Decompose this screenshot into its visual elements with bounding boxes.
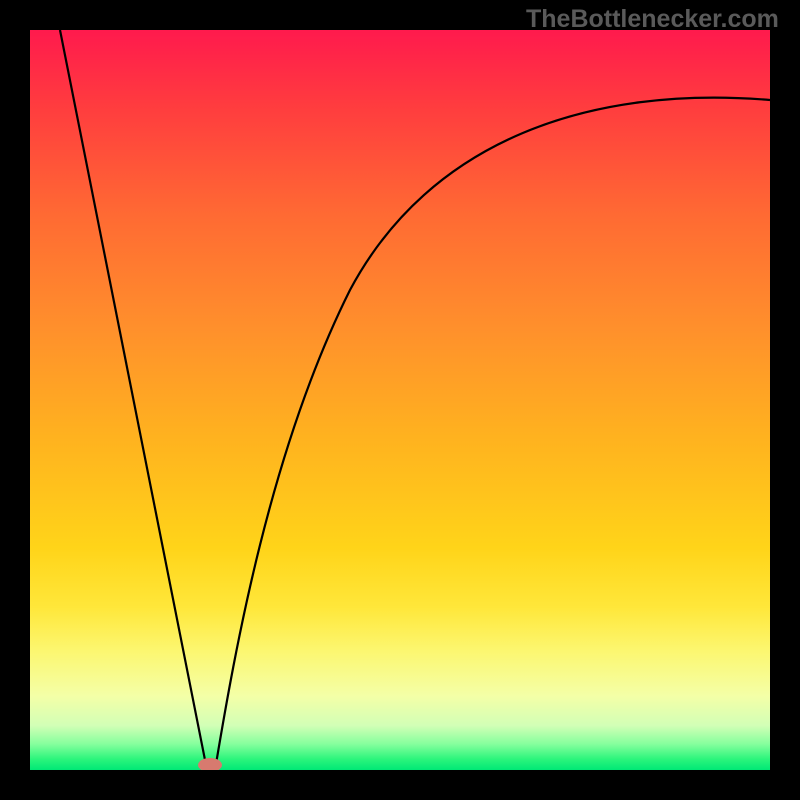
plot-area (30, 30, 770, 770)
watermark-text: TheBottlenecker.com (526, 5, 779, 34)
minimum-marker (198, 758, 222, 770)
curve-layer (30, 30, 770, 770)
curve-left-segment (60, 30, 207, 770)
curve-right-segment (215, 98, 770, 770)
chart-root: { "canvas": { "width": 800, "height": 80… (0, 0, 800, 800)
